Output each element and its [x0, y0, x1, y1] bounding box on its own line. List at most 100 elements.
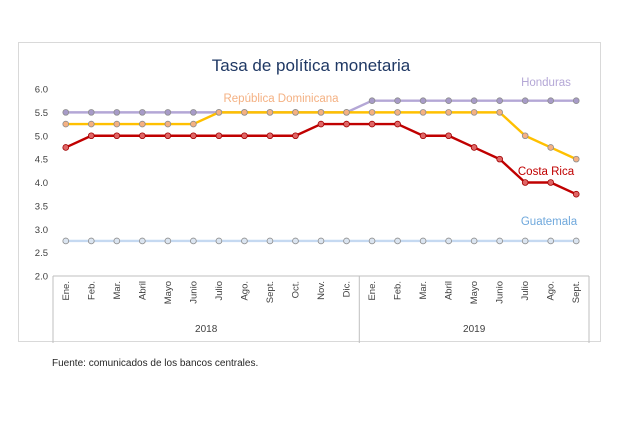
data-point	[292, 237, 299, 245]
data-point	[572, 190, 580, 198]
data-point	[164, 120, 172, 128]
x-tick-label: Ago.	[239, 281, 250, 301]
data-point	[164, 132, 172, 140]
data-point	[445, 97, 452, 104]
data-point	[343, 120, 350, 128]
data-point	[292, 109, 299, 116]
data-point	[292, 132, 299, 140]
data-point	[496, 97, 503, 104]
data-point	[445, 132, 452, 140]
data-point	[445, 109, 452, 116]
data-point	[139, 120, 146, 128]
y-tick-label: 3.0	[35, 225, 48, 236]
x-tick-label: Feb.	[86, 281, 97, 300]
data-point	[496, 155, 503, 163]
data-point	[368, 109, 376, 116]
data-point	[87, 109, 95, 116]
x-tick-label: Ene.	[61, 281, 72, 301]
data-point	[521, 132, 529, 140]
data-point	[521, 97, 529, 104]
x-tick-label: Dic.	[342, 281, 353, 297]
data-point	[394, 97, 401, 104]
x-tick-label: Mayo	[163, 281, 174, 304]
data-point	[547, 179, 555, 186]
data-point	[470, 97, 478, 104]
chart-frame: Tasa de política monetaria 6.0 5.5 5.0 4.5 4…	[18, 42, 601, 343]
data-point	[62, 237, 70, 245]
data-point	[113, 237, 121, 245]
series-república-dominicana	[62, 109, 580, 163]
data-point	[266, 237, 274, 245]
series-layer	[62, 97, 580, 245]
data-point	[419, 237, 427, 245]
data-point	[470, 237, 478, 245]
x-tick-label: Oct.	[290, 281, 301, 298]
y-tick-label: 3.5	[35, 201, 48, 212]
series-label: República Dominicana	[223, 93, 339, 105]
x-tick-label: Mar.	[112, 281, 123, 299]
data-point	[62, 120, 70, 128]
data-point	[113, 109, 121, 116]
data-point	[470, 109, 478, 116]
source-note: Fuente: comunicados de los bancos centra…	[52, 358, 259, 369]
data-point	[190, 120, 197, 128]
data-point	[470, 144, 478, 151]
x-tick-label: Junio	[188, 281, 199, 304]
data-point	[62, 144, 70, 151]
data-point	[164, 237, 172, 245]
data-point	[139, 132, 146, 140]
data-point	[164, 109, 172, 116]
x-tick-label: Julio	[520, 281, 531, 301]
y-tick-label: 4.0	[35, 178, 48, 189]
data-point	[139, 109, 146, 116]
data-point	[241, 237, 248, 245]
y-tick-label: 5.5	[35, 108, 48, 119]
data-point	[317, 109, 325, 116]
x-tick-label: Sept.	[265, 281, 276, 303]
data-point	[368, 97, 376, 104]
data-point	[547, 144, 555, 151]
series-guatemala	[62, 237, 580, 245]
data-point	[87, 237, 95, 245]
data-point	[87, 132, 95, 140]
series-costa-rica	[62, 120, 580, 198]
chart-axes: 6.0 5.5 5.0 4.5 4.0 3.5 3.0 2.5 2.0 Ene. Feb. Mar. A…	[35, 85, 590, 343]
data-point	[241, 109, 248, 116]
x-tick-label: Abril	[444, 281, 455, 300]
data-point	[419, 109, 427, 116]
data-point	[394, 109, 401, 116]
data-point	[496, 237, 503, 245]
chart-title: Tasa de política monetaria	[212, 56, 411, 75]
y-tick-label: 2.5	[35, 248, 48, 259]
series-label-layer: Honduras República Dominicana Costa Rica Gu…	[223, 77, 577, 228]
policy-rate-chart: Tasa de política monetaria 6.0 5.5 5.0 4.5 4…	[35, 56, 590, 343]
x-tick-label: Mar.	[418, 281, 429, 299]
data-point	[317, 120, 325, 128]
data-point	[419, 97, 427, 104]
data-point	[215, 109, 223, 116]
data-point	[190, 237, 197, 245]
x-tick-label: Junio	[495, 281, 506, 304]
x-tick-label: Ago.	[546, 281, 557, 301]
data-point	[496, 109, 503, 116]
data-point	[87, 120, 95, 128]
data-point	[343, 237, 350, 245]
x-tick-label: Feb.	[393, 281, 404, 300]
data-point	[317, 237, 325, 245]
year-label: 2018	[195, 324, 218, 335]
y-tick-label: 4.5	[35, 155, 48, 166]
series-label: Honduras	[521, 77, 571, 89]
data-point	[215, 237, 223, 245]
x-tick-label: Abril	[137, 281, 148, 300]
data-point	[62, 109, 70, 116]
series-label: Guatemala	[521, 216, 578, 228]
series-label: Costa Rica	[518, 166, 575, 178]
data-point	[521, 179, 529, 186]
year-label: 2019	[463, 324, 486, 335]
x-tick-label: Mayo	[469, 281, 480, 304]
data-point	[190, 132, 197, 140]
x-tick-label: Nov.	[316, 281, 327, 300]
data-point	[521, 237, 529, 245]
y-tick-label: 5.0	[35, 131, 48, 142]
data-point	[368, 120, 376, 128]
